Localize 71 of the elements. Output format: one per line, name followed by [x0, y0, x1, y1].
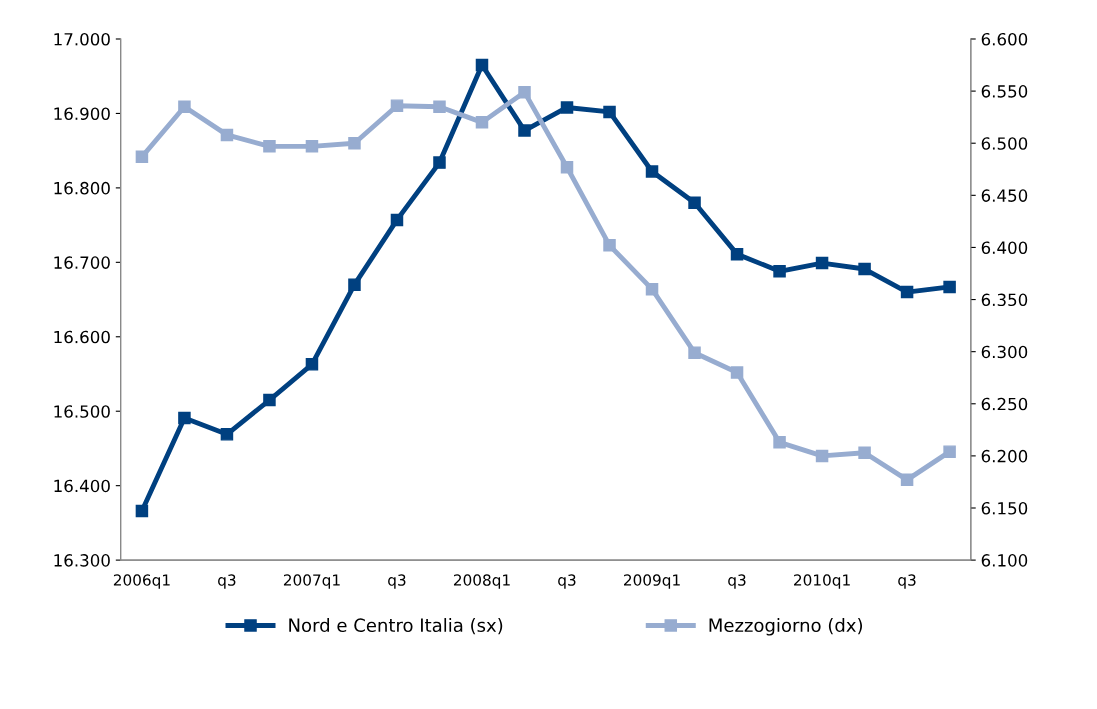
- point: [263, 140, 276, 153]
- point: [943, 280, 956, 294]
- point: [475, 58, 489, 72]
- y-tick-label: 16.300: [54, 554, 110, 567]
- point: [773, 436, 786, 449]
- point: [645, 165, 659, 178]
- point: [900, 473, 914, 487]
- x-tick-label: 2008q1: [453, 574, 510, 589]
- point: [305, 140, 319, 153]
- point: [815, 256, 829, 270]
- y-tick-label: 16.500: [54, 405, 110, 418]
- point: [518, 85, 531, 99]
- point: [135, 504, 149, 518]
- y2-tick-label: 6.150: [981, 501, 1028, 515]
- point: [603, 239, 616, 252]
- point: [858, 262, 871, 276]
- y2-tick-label: 6.350: [981, 293, 1028, 307]
- y-tick-label: 16.900: [54, 107, 110, 121]
- y2-tick-label: 6.600: [981, 32, 1028, 46]
- point: [220, 128, 234, 142]
- point: [900, 285, 914, 299]
- point: [135, 150, 149, 164]
- point: [815, 449, 829, 463]
- x-tick-label: 2009q1: [624, 574, 680, 589]
- point: [178, 411, 191, 425]
- legend-label: Mezzogiorno (dx): [709, 618, 863, 636]
- y-tick-label: 17.000: [54, 32, 110, 46]
- y2-tick-label: 6.450: [981, 189, 1028, 202]
- point: [603, 105, 616, 119]
- x-tick-label: q3: [728, 574, 746, 589]
- point: [560, 160, 574, 174]
- x-tick-label: q3: [218, 574, 236, 589]
- x-tick-label: 2006q1: [113, 574, 170, 589]
- y2-tick-label: 6.550: [981, 85, 1028, 98]
- point: [858, 446, 871, 460]
- y2-tick-label: 6.250: [981, 397, 1028, 411]
- point: [688, 196, 701, 210]
- point: [433, 100, 446, 113]
- x-tick-label: q3: [388, 574, 406, 589]
- point: [390, 99, 404, 112]
- point: [730, 366, 744, 379]
- point: [943, 445, 956, 458]
- point: [560, 101, 574, 114]
- x-tick-label: q3: [558, 574, 576, 589]
- point: [390, 213, 404, 227]
- point: [305, 358, 319, 371]
- point: [348, 136, 361, 150]
- y2-tick-label: 6.500: [981, 137, 1028, 150]
- point: [178, 100, 191, 113]
- y-tick-label: 16.700: [54, 256, 110, 269]
- point: [433, 156, 446, 169]
- x-tick-label: 2007q1: [283, 574, 340, 589]
- x-tick-label: 2010q1: [794, 574, 850, 589]
- y2-tick-label: 6.400: [981, 241, 1028, 255]
- point: [220, 428, 234, 441]
- y2-tick-label: 6.300: [981, 345, 1028, 359]
- point: [645, 282, 659, 296]
- point: [263, 393, 276, 407]
- legend-label: Nord e Centro Italia (sx): [289, 618, 503, 635]
- point: [475, 116, 489, 129]
- point: [730, 247, 744, 261]
- point: [348, 278, 361, 291]
- y-tick-label: 16.800: [54, 181, 110, 195]
- y-tick-label: 16.600: [54, 330, 110, 344]
- point: [688, 346, 701, 359]
- y-tick-label: 16.400: [54, 479, 110, 493]
- y2-tick-label: 6.200: [981, 449, 1028, 463]
- x-tick-label: q3: [898, 574, 916, 589]
- y2-tick-label: 6.100: [981, 554, 1028, 567]
- point: [773, 265, 786, 278]
- point: [518, 124, 531, 137]
